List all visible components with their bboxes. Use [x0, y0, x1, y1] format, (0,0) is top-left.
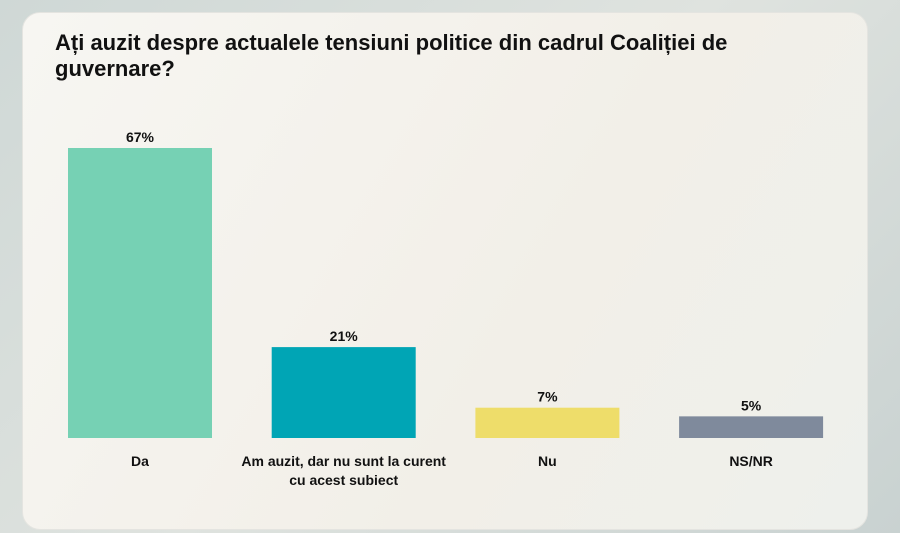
x-tick-label: Da: [131, 453, 149, 469]
x-tick-label: Am auzit, dar nu sunt la curent cu acest…: [241, 453, 446, 488]
value-label: 7%: [537, 389, 558, 405]
value-label: 67%: [126, 129, 155, 145]
bar: [679, 416, 824, 438]
bar: [475, 407, 620, 438]
x-tick-label: Nu: [538, 453, 557, 469]
x-tick-label: NS/NR: [729, 453, 773, 469]
bar: [271, 347, 416, 438]
value-label: 5%: [741, 397, 762, 413]
value-label: 21%: [330, 328, 359, 344]
chart-title: Ați auzit despre actualele tensiuni poli…: [55, 30, 728, 81]
bar: [68, 148, 212, 438]
